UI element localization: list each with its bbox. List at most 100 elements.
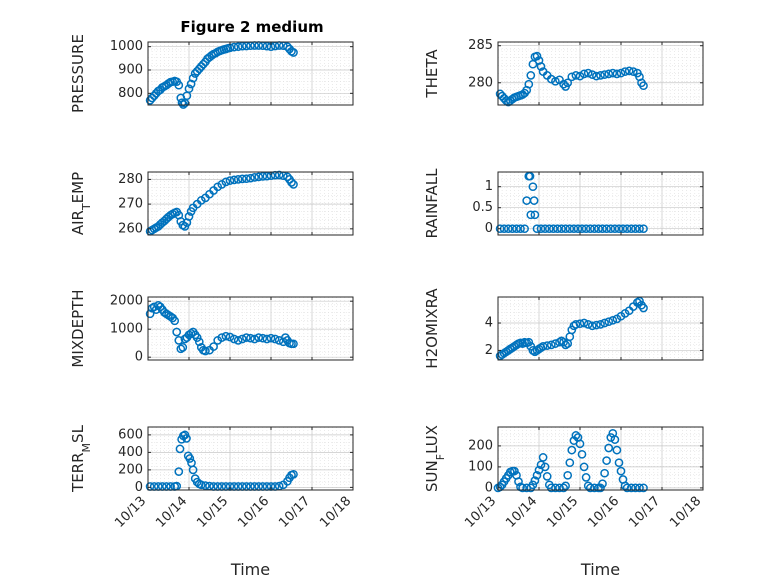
data-point [254,172,264,182]
data-point [626,483,636,493]
data-point [581,224,591,234]
y-tick-label: 1000 [110,322,143,337]
data-point [592,320,601,330]
x-tick-label: 10/13 [462,494,499,531]
data-point [616,466,626,476]
data-point [201,481,210,490]
y-tick-label: 260 [118,221,143,236]
axes-frame [147,426,354,491]
data-point [596,320,605,329]
data-point [530,476,540,485]
data-point [237,334,247,344]
axes-frame [497,41,704,106]
x-tick-label: 10/15 [194,494,231,531]
data-point [604,317,614,327]
data-point [510,466,519,476]
data-point [184,212,194,221]
y-tick-label: 400 [118,445,143,460]
data-point [626,224,636,234]
data-point [587,321,597,331]
data-point [250,334,259,344]
data-point [631,483,640,493]
data-point [182,434,191,443]
data-point [542,472,552,481]
data-point [620,67,630,76]
data-point [579,318,589,328]
subplot-2: 280 285 THETA [423,38,704,107]
data-point [225,176,235,185]
x-tick-label: 10/14 [153,494,190,531]
data-point [196,480,206,490]
data-point [571,431,581,440]
data-point [635,483,644,493]
data-point [229,334,239,344]
data-point [532,224,542,234]
y-axis-label: THETA [423,49,441,99]
data-point [186,329,196,338]
data-point [622,224,632,234]
data-point [583,320,593,329]
data-point [561,481,570,491]
y-tick-label: 200 [118,462,143,477]
data-point [233,42,243,52]
data-point [628,67,638,76]
data-point [250,173,259,182]
data-point [610,224,620,234]
data-point [178,343,188,352]
data-point [573,224,583,234]
data-point [194,337,204,347]
data-point [528,182,538,192]
data-point [289,180,298,189]
data-point [495,224,505,234]
data-point [186,79,196,89]
data-point [575,319,585,329]
y-axis-label: PRESSURE [69,34,87,113]
data-point [262,171,272,181]
y-axis-label: SUNFLUX [423,425,447,492]
data-point [551,76,560,86]
data-point [262,334,272,344]
y-tick-label: 0 [485,221,493,236]
data-point [266,333,276,343]
y-tick-label: 800 [118,86,143,101]
data-point [565,458,575,468]
data-point [262,41,272,51]
data-point [546,483,556,493]
data-point [583,68,593,78]
axes-frame [497,171,704,236]
data-point [529,196,539,205]
data-point [518,339,527,348]
data-point [528,346,538,355]
data-point [242,174,251,184]
y-axis-label: MIXDEPTH [69,289,87,367]
data-point [553,224,562,234]
y-tick-label: 2 [485,343,493,358]
x-axis-label: Time [230,560,270,579]
y-axis-label: H2OMIXRA [423,288,441,369]
axes-frame [147,171,354,236]
axes-frame [147,296,354,361]
data-point [549,224,558,234]
data-point [639,81,648,91]
subplot-7: 10/13 10/14 10/15 10/16 10/17 10/18 0 200 400 600… [69,424,354,579]
data-point [614,458,624,468]
figure-title: Figure 2 medium [180,18,323,36]
x-tick-label: 10/18 [317,494,354,531]
data-point [254,333,264,342]
data-point [174,467,184,476]
data-point [524,337,534,347]
data-point [546,340,556,350]
data-point [526,71,536,80]
data-point [185,454,195,463]
data-point [604,69,614,79]
data-point [528,480,538,490]
data-point [639,224,648,234]
data-point [577,224,587,234]
data-point [525,171,535,181]
y-axis-label: AIRTEMP [69,172,93,235]
data-point [518,483,527,493]
data-point [237,174,247,184]
y-tick-label: 600 [118,427,143,442]
data-point [585,224,595,234]
data-point [246,333,255,343]
